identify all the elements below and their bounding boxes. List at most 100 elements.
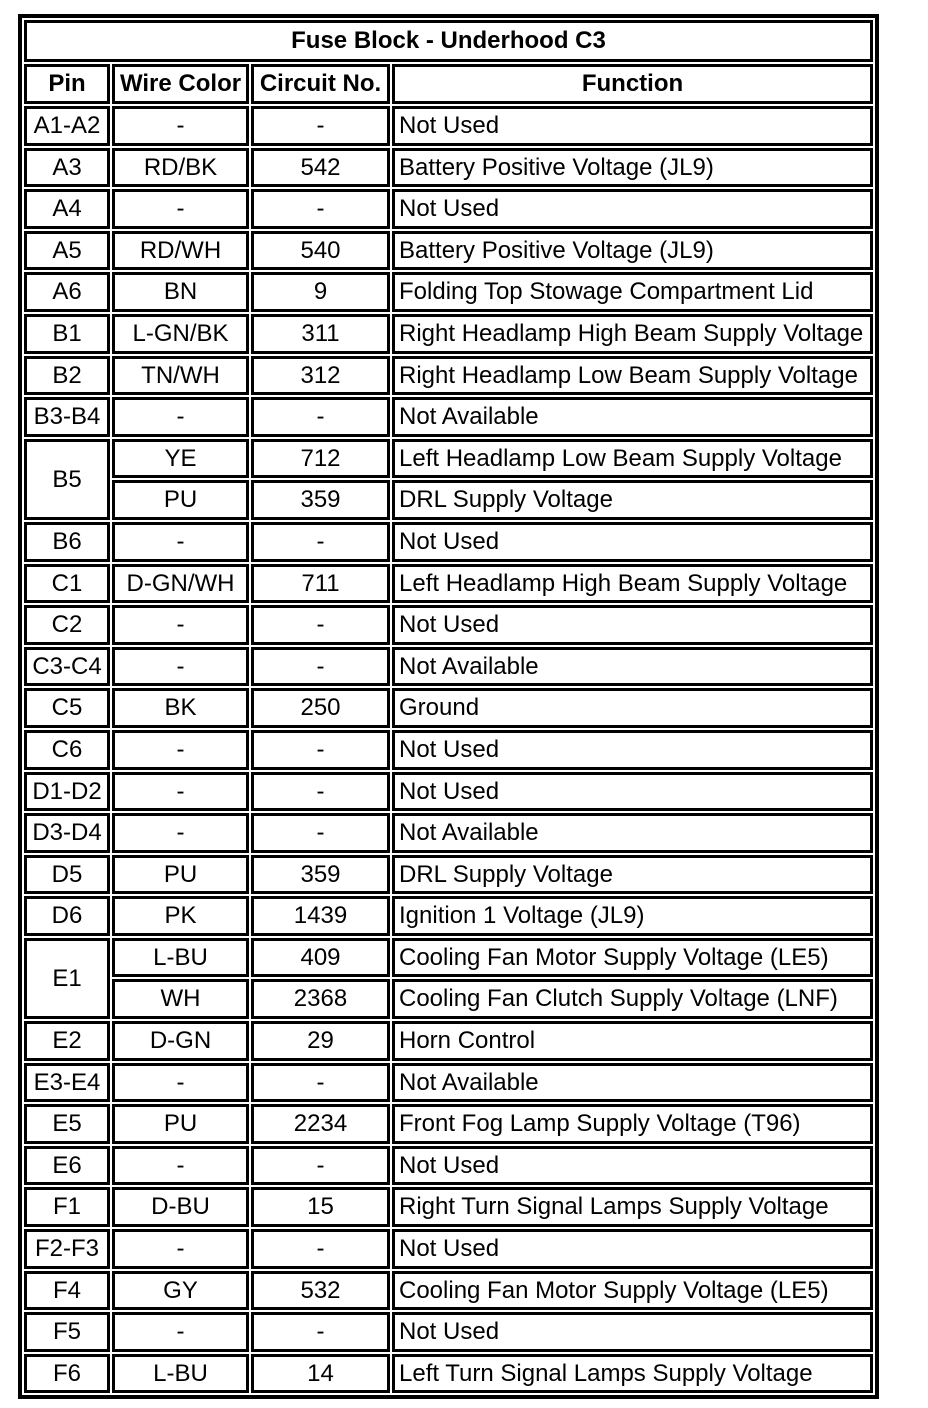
circuit-cell: - [251, 106, 390, 146]
table-row: D1-D2- - Not Used [24, 771, 873, 812]
circuit-cell: - [251, 605, 390, 645]
pin-cell: D1-D2 [24, 771, 110, 812]
wire-cell: GY [112, 1270, 249, 1311]
function-cell: Not Available [392, 1062, 873, 1103]
table-row: B5 YE 712 Left Headlamp Low Beam Supply Vol… [24, 438, 873, 520]
circuit-cell: 250 [251, 688, 390, 728]
column-header-wire-color: Wire Color [112, 64, 249, 104]
table-row: F4 GY 532 Cooling Fan Motor Supply Voltage … [24, 1270, 873, 1311]
function-cell: Horn Control [392, 1021, 873, 1061]
wire-cell: PK [112, 896, 249, 936]
table-row: E2 D-GN 29 Horn Control [24, 1021, 873, 1061]
function-cell: Right Headlamp High Beam Supply Voltage [392, 313, 873, 354]
pin-cell: E5 [24, 1104, 110, 1144]
table-row: D6 PK 1439 Ignition 1 Voltage (JL9) [24, 896, 873, 936]
pin-cell: A5 [24, 230, 110, 271]
wire-cell: BN [112, 272, 249, 312]
pin-cell: E2 [24, 1021, 110, 1061]
wire-cell: WH [112, 979, 249, 1020]
table-row: PU 359 DRL Supply Voltage [24, 480, 873, 520]
pin-cell: B3-B4 [24, 397, 110, 437]
function-cell: Not Used [392, 521, 873, 562]
wire-cell: YE [112, 438, 249, 479]
circuit-cell: 312 [251, 355, 390, 396]
pin-cell: B5 [24, 438, 110, 520]
pin-cell: B1 [24, 313, 110, 354]
circuit-cell: - [251, 729, 390, 770]
pin-cell: A1-A2 [24, 106, 110, 146]
table-row: F1 D-BU 15 Right Turn Signal Lamps Supply V… [24, 1187, 873, 1228]
pin-cell: D5 [24, 854, 110, 895]
pin-cell: C6 [24, 729, 110, 770]
function-cell: Right Turn Signal Lamps Supply Voltage [392, 1187, 873, 1228]
wire-cell: - [112, 189, 249, 229]
pin-cell: A3 [24, 147, 110, 188]
pin-cell: D3-D4 [24, 813, 110, 853]
wire-cell: - [112, 521, 249, 562]
column-header-function: Function [392, 64, 873, 104]
pin-cell: B2 [24, 355, 110, 396]
table-row: C2- - Not Used [24, 605, 873, 645]
circuit-cell: - [251, 1062, 390, 1103]
wire-cell: RD/WH [112, 230, 249, 271]
function-cell: Not Used [392, 1229, 873, 1269]
wire-cell: PU [112, 480, 249, 520]
wire-cell: - [112, 646, 249, 687]
table-row: C3-C4- - Not Available [24, 646, 873, 687]
column-header-pin: Pin [24, 64, 110, 104]
function-cell: Cooling Fan Motor Supply Voltage (LE5) [392, 937, 873, 978]
table-row: E5 PU 2234 Front Fog Lamp Supply Voltage (T… [24, 1104, 873, 1144]
table-row: E3-E4- - Not Available [24, 1062, 873, 1103]
function-cell: Not Used [392, 729, 873, 770]
function-cell: Battery Positive Voltage (JL9) [392, 147, 873, 188]
circuit-cell: 14 [251, 1353, 390, 1394]
circuit-cell: 532 [251, 1270, 390, 1311]
pin-cell: F2-F3 [24, 1229, 110, 1269]
circuit-cell: 9 [251, 272, 390, 312]
wire-cell: D-GN/WH [112, 563, 249, 604]
pin-cell: F4 [24, 1270, 110, 1311]
function-cell: Ignition 1 Voltage (JL9) [392, 896, 873, 936]
table-title-row: Fuse Block - Underhood C3 [24, 20, 873, 62]
wire-cell: L-GN/BK [112, 313, 249, 354]
table-row: B2 TN/WH 312 Right Headlamp Low Beam Supply… [24, 355, 873, 396]
function-cell: Not Used [392, 1312, 873, 1352]
circuit-cell: 359 [251, 854, 390, 895]
function-cell: Left Headlamp Low Beam Supply Voltage [392, 438, 873, 479]
wire-cell: BK [112, 688, 249, 728]
function-cell: Ground [392, 688, 873, 728]
circuit-cell: 712 [251, 438, 390, 479]
wire-cell: - [112, 397, 249, 437]
function-cell: Not Used [392, 605, 873, 645]
circuit-cell: - [251, 813, 390, 853]
circuit-cell: - [251, 771, 390, 812]
wire-cell: - [112, 1229, 249, 1269]
circuit-cell: 311 [251, 313, 390, 354]
circuit-cell: 15 [251, 1187, 390, 1228]
circuit-cell: 540 [251, 230, 390, 271]
pin-cell: C3-C4 [24, 646, 110, 687]
table-row: F2-F3- - Not Used [24, 1229, 873, 1269]
function-cell: Not Used [392, 771, 873, 812]
table-row: F6 L-BU 14 Left Turn Signal Lamps Supply Vo… [24, 1353, 873, 1394]
circuit-cell: 542 [251, 147, 390, 188]
table-row: B6- - Not Used [24, 521, 873, 562]
table-row: D5 PU 359 DRL Supply Voltage [24, 854, 873, 895]
pin-cell: D6 [24, 896, 110, 936]
table-row: C1 D-GN/WH 711 Left Headlamp High Beam Supp… [24, 563, 873, 604]
table-row: D3-D4- - Not Available [24, 813, 873, 853]
fuse-block-table: Fuse Block - Underhood C3 Pin Wire Color… [18, 14, 879, 1400]
circuit-cell: - [251, 1312, 390, 1352]
function-cell: Not Used [392, 1145, 873, 1186]
function-cell: Not Used [392, 106, 873, 146]
wire-cell: L-BU [112, 937, 249, 978]
wire-cell: - [112, 106, 249, 146]
table-row: E1 L-BU 409 Cooling Fan Motor Supply Voltag… [24, 937, 873, 1020]
function-cell: Cooling Fan Motor Supply Voltage (LE5) [392, 1270, 873, 1311]
table-row: A4- - Not Used [24, 189, 873, 229]
pin-cell: A6 [24, 272, 110, 312]
function-cell: Left Headlamp High Beam Supply Voltage [392, 563, 873, 604]
pin-cell: F6 [24, 1353, 110, 1394]
table-row: C6- - Not Used [24, 729, 873, 770]
